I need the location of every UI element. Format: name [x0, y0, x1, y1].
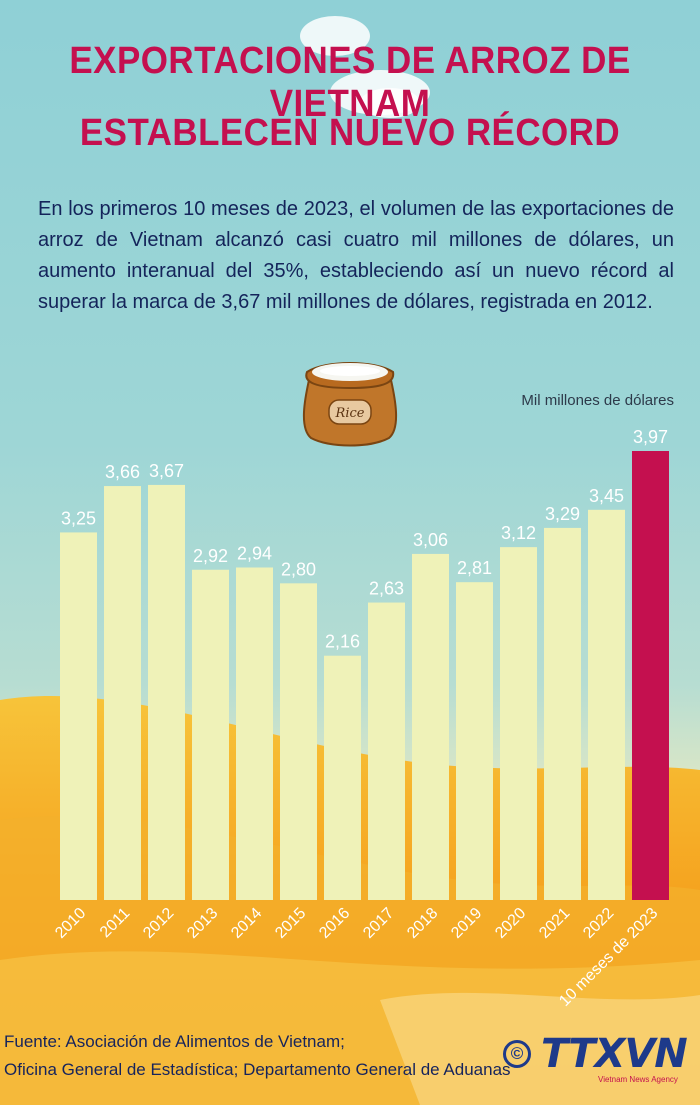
category-label: 2017 [360, 905, 397, 942]
bar-10-meses-de-2023 [632, 451, 669, 900]
bar-value-label: 3,67 [149, 461, 184, 481]
bar-value-label: 3,66 [105, 462, 140, 482]
chart-category-labels: 2010 2011 2012 2013 2014 2015 2016 2017 2018 2019… [52, 905, 661, 1010]
bar-2019 [456, 582, 493, 900]
bar-value-label: 3,25 [61, 508, 96, 528]
rice-bag-icon: Rice [302, 362, 398, 447]
category-label: 2015 [272, 905, 309, 942]
bar-value-label: 2,94 [237, 543, 272, 563]
bar-value-label: 2,63 [369, 579, 404, 599]
category-label: 2012 [140, 905, 177, 942]
intro-paragraph: En los primeros 10 meses de 2023, el vol… [38, 198, 674, 313]
bar-2016 [324, 655, 361, 900]
source-line-2: Oficina General de Estadística; Departam… [4, 1060, 511, 1079]
category-label: 2010 [52, 905, 89, 942]
cloud-decoration [300, 16, 370, 56]
cloud-decoration [360, 88, 420, 118]
bar-2012 [148, 484, 185, 900]
agency-logo: © TTXVN Vietnam News Agency [503, 1031, 688, 1084]
category-label: 2021 [536, 905, 573, 942]
bar-value-label: 2,92 [193, 546, 228, 566]
bar-2015 [280, 583, 317, 900]
bar-value-label: 3,45 [589, 486, 624, 506]
category-label: 2013 [184, 905, 221, 942]
bar-value-label: 3,29 [545, 504, 580, 524]
bar-2020 [500, 547, 537, 900]
chart-bars [60, 451, 669, 900]
category-label: 2016 [316, 905, 353, 942]
bar-value-label: 3,06 [413, 530, 448, 550]
source-note: Fuente: Asociación de Alimentos de Vietn… [4, 1028, 511, 1084]
category-label: 2022 [580, 905, 617, 942]
logo-subtitle: Vietnam News Agency [598, 1075, 678, 1084]
chart-value-labels: 3,25 3,66 3,67 2,92 2,94 2,80 2,16 2,63 3,06 2,81… [61, 427, 668, 652]
source-line-1: Fuente: Asociación de Alimentos de Vietn… [4, 1032, 345, 1051]
bar-value-label: 3,97 [633, 427, 668, 447]
bar-2013 [192, 569, 229, 900]
category-label: 2019 [448, 905, 485, 942]
bar-value-label: 3,12 [501, 523, 536, 543]
category-label: 2018 [404, 905, 441, 942]
page-title-line1: EXPORTACIONES DE ARROZ DE VIETNAM [69, 40, 631, 125]
bar-value-label: 2,81 [457, 558, 492, 578]
category-label: 2020 [492, 905, 529, 942]
bar-2018 [412, 553, 449, 900]
chart-unit-label: Mil millones de dólares [521, 392, 674, 409]
logo-text: TTXVN [541, 1031, 688, 1077]
category-label: 2014 [228, 905, 265, 942]
bar-2011 [104, 486, 141, 900]
bar-2021 [544, 527, 581, 900]
bar-value-label: 2,16 [325, 632, 360, 652]
bar-2022 [588, 509, 625, 900]
copyright-icon: © [503, 1040, 531, 1068]
category-label: 2011 [97, 905, 133, 941]
bar-2017 [368, 602, 405, 900]
bar-2010 [60, 532, 97, 900]
bar-2014 [236, 567, 273, 900]
rice-bag-label: Rice [335, 406, 365, 421]
page-title-line2: ESTABLECEN NUEVO RÉCORD [79, 112, 621, 154]
bar-value-label: 2,80 [281, 559, 316, 579]
